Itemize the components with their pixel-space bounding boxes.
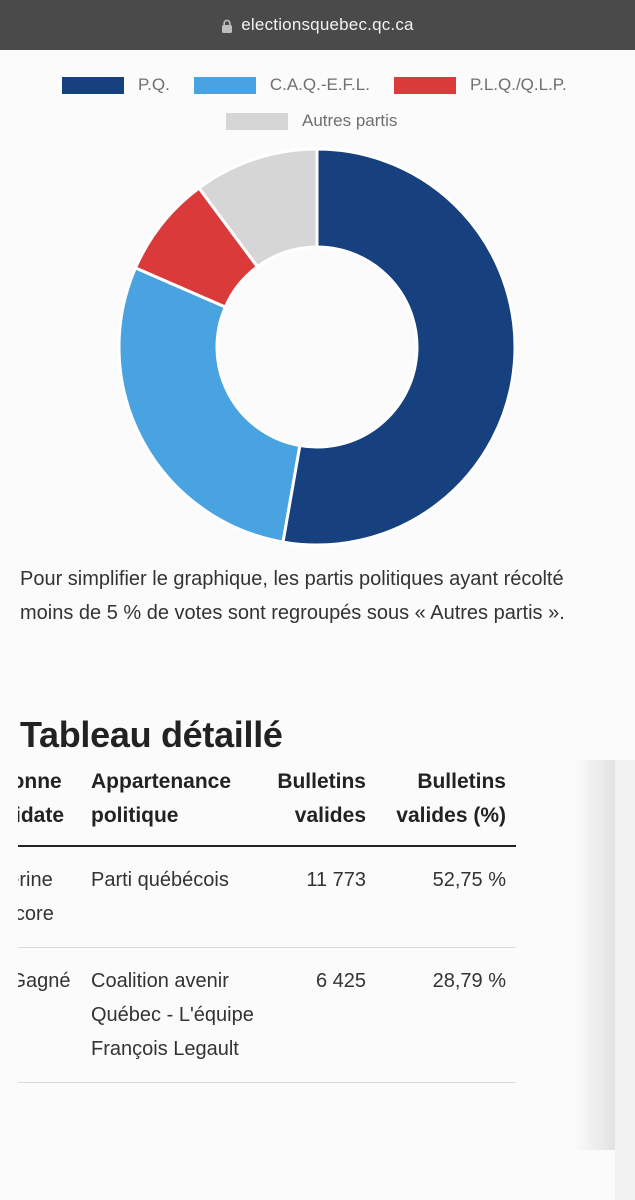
donut-slice-p-q[interactable]	[281, 147, 517, 547]
header-votes[interactable]: Bulletins valides	[266, 760, 376, 847]
results-table-container[interactable]: Personne candidate Appartenance politiqu…	[18, 760, 615, 1150]
chart-legend-row-2: Autres partis	[226, 111, 397, 131]
section-title: Tableau détaillé	[20, 714, 283, 755]
table-row: Catherine Fentilcore Parti québécois 11 …	[18, 846, 516, 948]
url-text: electionsquebec.qc.ca	[241, 15, 414, 34]
header-party[interactable]: Appartenance politique	[81, 760, 266, 847]
legend-swatch	[226, 112, 288, 130]
table-row: Alex Gagné Coalition avenir Québec - L'é…	[18, 947, 516, 1083]
cell-votes: 6 425	[266, 947, 376, 1083]
chart-legend: P.Q. C.A.Q.-E.F.L. P.L.Q./Q.L.P.	[62, 75, 567, 95]
cell-candidate: Alex Gagné	[18, 947, 81, 1083]
legend-item-caq[interactable]: C.A.Q.-E.F.L.	[193, 75, 370, 95]
donut-slice-autres-partis[interactable]	[196, 147, 319, 269]
legend-label: C.A.Q.-E.F.L.	[269, 75, 370, 94]
url-bar[interactable]: electionsquebec.qc.ca	[0, 0, 635, 50]
cell-pct: 28,79 %	[376, 947, 516, 1083]
legend-label: P.L.Q./Q.L.P.	[469, 75, 567, 94]
cell-votes: 11 773	[266, 846, 376, 948]
cell-party: Parti québécois	[81, 846, 266, 948]
legend-label: Autres partis	[302, 111, 398, 130]
scroll-edge	[615, 760, 635, 1200]
page-content: P.Q. C.A.Q.-E.F.L. P.L.Q./Q.L.P. Autres …	[0, 50, 635, 1200]
donut-chart	[117, 147, 517, 547]
cell-candidate: Catherine Fentilcore	[18, 846, 81, 948]
header-candidate[interactable]: Personne candidate	[18, 760, 81, 847]
legend-item-autres[interactable]: Autres partis	[226, 111, 397, 131]
donut-slice-c-a-q-e-f-l[interactable]	[117, 265, 302, 544]
legend-label: P.Q.	[138, 75, 170, 94]
results-table: Personne candidate Appartenance politiqu…	[18, 760, 516, 1083]
cell-party: Coalition avenir Québec - L'équipe Franç…	[81, 947, 266, 1083]
chart-note: Pour simplifier le graphique, les partis…	[20, 568, 565, 624]
legend-item-pq[interactable]: P.Q.	[62, 75, 170, 95]
legend-swatch	[393, 76, 456, 94]
cell-pct: 52,75 %	[376, 846, 516, 948]
header-pct[interactable]: Bulletins valides (%)	[376, 760, 516, 847]
table-header-row: Personne candidate Appartenance politiqu…	[18, 760, 516, 847]
lock-icon	[222, 19, 233, 33]
legend-swatch	[62, 76, 124, 94]
legend-swatch	[193, 76, 256, 94]
legend-item-plq[interactable]: P.L.Q./Q.L.P.	[393, 75, 567, 95]
